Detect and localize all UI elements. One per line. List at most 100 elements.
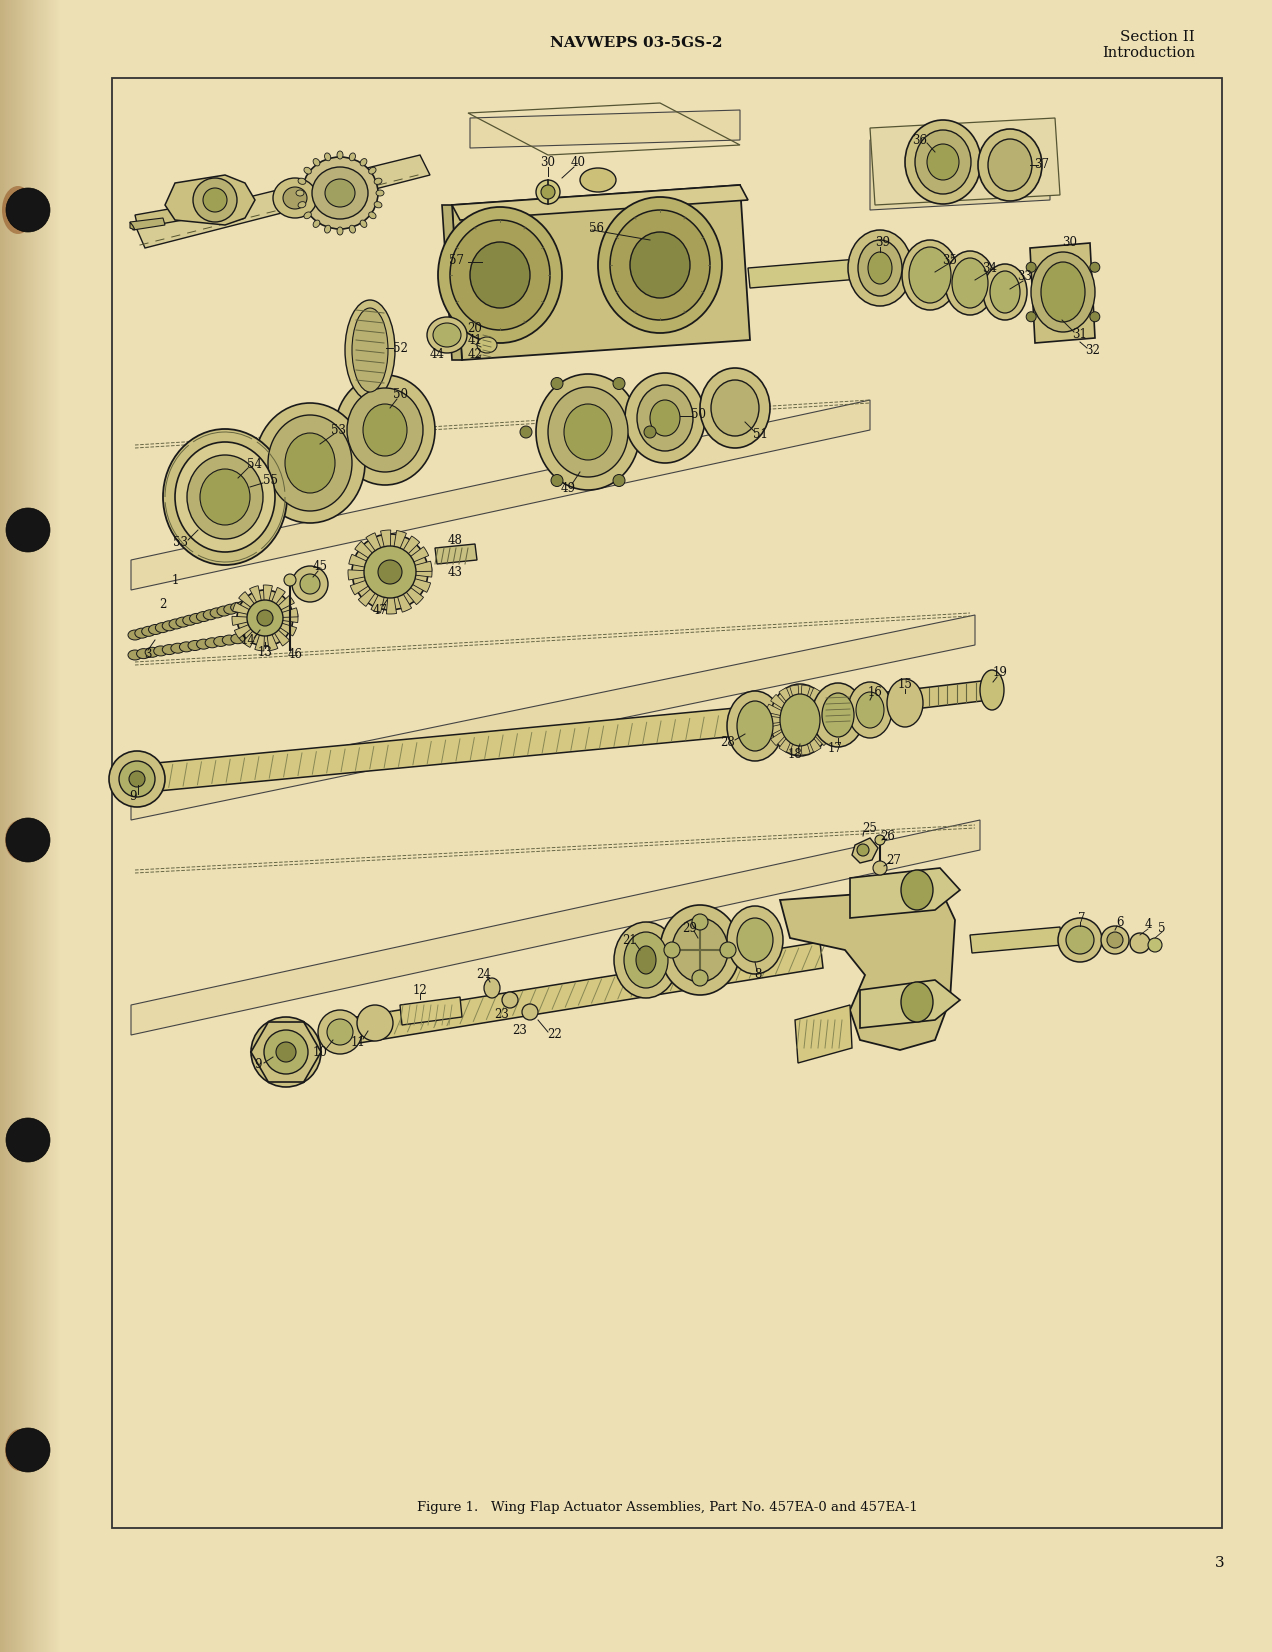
Text: 8: 8 — [754, 968, 762, 981]
Ellipse shape — [438, 206, 562, 344]
Ellipse shape — [901, 871, 932, 910]
Wedge shape — [800, 694, 829, 720]
Wedge shape — [800, 704, 834, 720]
Ellipse shape — [312, 167, 368, 220]
Ellipse shape — [284, 573, 296, 586]
Ellipse shape — [176, 443, 275, 552]
Ellipse shape — [580, 169, 616, 192]
Ellipse shape — [692, 970, 709, 986]
Ellipse shape — [135, 628, 149, 638]
Wedge shape — [359, 572, 391, 606]
Ellipse shape — [273, 178, 317, 218]
Ellipse shape — [350, 225, 355, 233]
Wedge shape — [771, 720, 800, 745]
Text: 23: 23 — [495, 1008, 510, 1021]
Wedge shape — [387, 572, 397, 615]
Text: 13: 13 — [257, 646, 272, 659]
Wedge shape — [265, 618, 290, 646]
Polygon shape — [135, 155, 430, 248]
Wedge shape — [778, 687, 800, 720]
Ellipse shape — [1149, 938, 1163, 952]
Ellipse shape — [5, 1429, 36, 1470]
Ellipse shape — [145, 648, 159, 657]
Polygon shape — [130, 221, 135, 230]
Polygon shape — [135, 700, 822, 793]
Ellipse shape — [128, 629, 142, 639]
Ellipse shape — [163, 430, 287, 565]
Ellipse shape — [915, 131, 971, 193]
Ellipse shape — [230, 634, 244, 644]
Text: 25: 25 — [862, 821, 878, 834]
Text: 48: 48 — [448, 534, 463, 547]
Ellipse shape — [239, 633, 253, 643]
Ellipse shape — [927, 144, 959, 180]
Polygon shape — [131, 819, 979, 1036]
Ellipse shape — [183, 615, 197, 624]
Text: 55: 55 — [262, 474, 277, 486]
Text: 56: 56 — [589, 221, 603, 235]
Ellipse shape — [859, 240, 902, 296]
Text: 30: 30 — [541, 157, 556, 170]
Text: 50: 50 — [691, 408, 706, 421]
Text: 9: 9 — [254, 1059, 262, 1072]
Wedge shape — [239, 591, 265, 618]
Polygon shape — [135, 206, 183, 228]
Ellipse shape — [432, 324, 460, 347]
Ellipse shape — [1090, 312, 1100, 322]
Wedge shape — [800, 720, 834, 735]
Ellipse shape — [636, 947, 656, 975]
Polygon shape — [795, 1004, 852, 1062]
Polygon shape — [820, 681, 990, 720]
Text: 39: 39 — [875, 236, 890, 249]
Ellipse shape — [8, 512, 36, 547]
Ellipse shape — [909, 248, 951, 302]
Text: 9: 9 — [130, 791, 137, 803]
Ellipse shape — [5, 819, 36, 861]
Wedge shape — [349, 570, 391, 580]
Text: 31: 31 — [1072, 329, 1088, 342]
Wedge shape — [234, 618, 265, 638]
Ellipse shape — [904, 121, 981, 203]
Ellipse shape — [265, 1029, 308, 1074]
Ellipse shape — [711, 380, 759, 436]
Text: 43: 43 — [448, 567, 463, 580]
Ellipse shape — [644, 426, 656, 438]
Ellipse shape — [360, 159, 366, 165]
Ellipse shape — [630, 231, 689, 297]
Text: 20: 20 — [468, 322, 482, 334]
Text: 4: 4 — [1145, 919, 1151, 932]
Ellipse shape — [887, 679, 923, 727]
Wedge shape — [391, 562, 432, 572]
Wedge shape — [233, 603, 265, 618]
Ellipse shape — [990, 271, 1020, 312]
Text: NAVWEPS 03-5GS-2: NAVWEPS 03-5GS-2 — [550, 36, 722, 50]
Ellipse shape — [313, 220, 319, 228]
Ellipse shape — [293, 567, 328, 601]
Ellipse shape — [664, 942, 681, 958]
Ellipse shape — [1090, 263, 1100, 273]
Ellipse shape — [700, 368, 770, 448]
Polygon shape — [748, 258, 873, 287]
Ellipse shape — [857, 844, 869, 856]
Polygon shape — [870, 131, 1049, 210]
Ellipse shape — [369, 167, 377, 173]
Ellipse shape — [214, 636, 228, 646]
Ellipse shape — [364, 547, 416, 598]
Ellipse shape — [660, 905, 740, 995]
Wedge shape — [778, 720, 800, 752]
Wedge shape — [232, 616, 265, 626]
Ellipse shape — [374, 202, 382, 208]
Text: 17: 17 — [828, 742, 842, 755]
Wedge shape — [790, 720, 800, 755]
Ellipse shape — [196, 611, 210, 621]
Ellipse shape — [128, 771, 145, 786]
Text: 23: 23 — [513, 1024, 528, 1036]
Ellipse shape — [327, 1019, 354, 1046]
Polygon shape — [399, 998, 462, 1024]
Text: 28: 28 — [721, 735, 735, 748]
Ellipse shape — [427, 317, 467, 354]
Ellipse shape — [613, 474, 625, 486]
Ellipse shape — [230, 603, 244, 613]
Ellipse shape — [728, 905, 784, 975]
Ellipse shape — [304, 211, 312, 218]
